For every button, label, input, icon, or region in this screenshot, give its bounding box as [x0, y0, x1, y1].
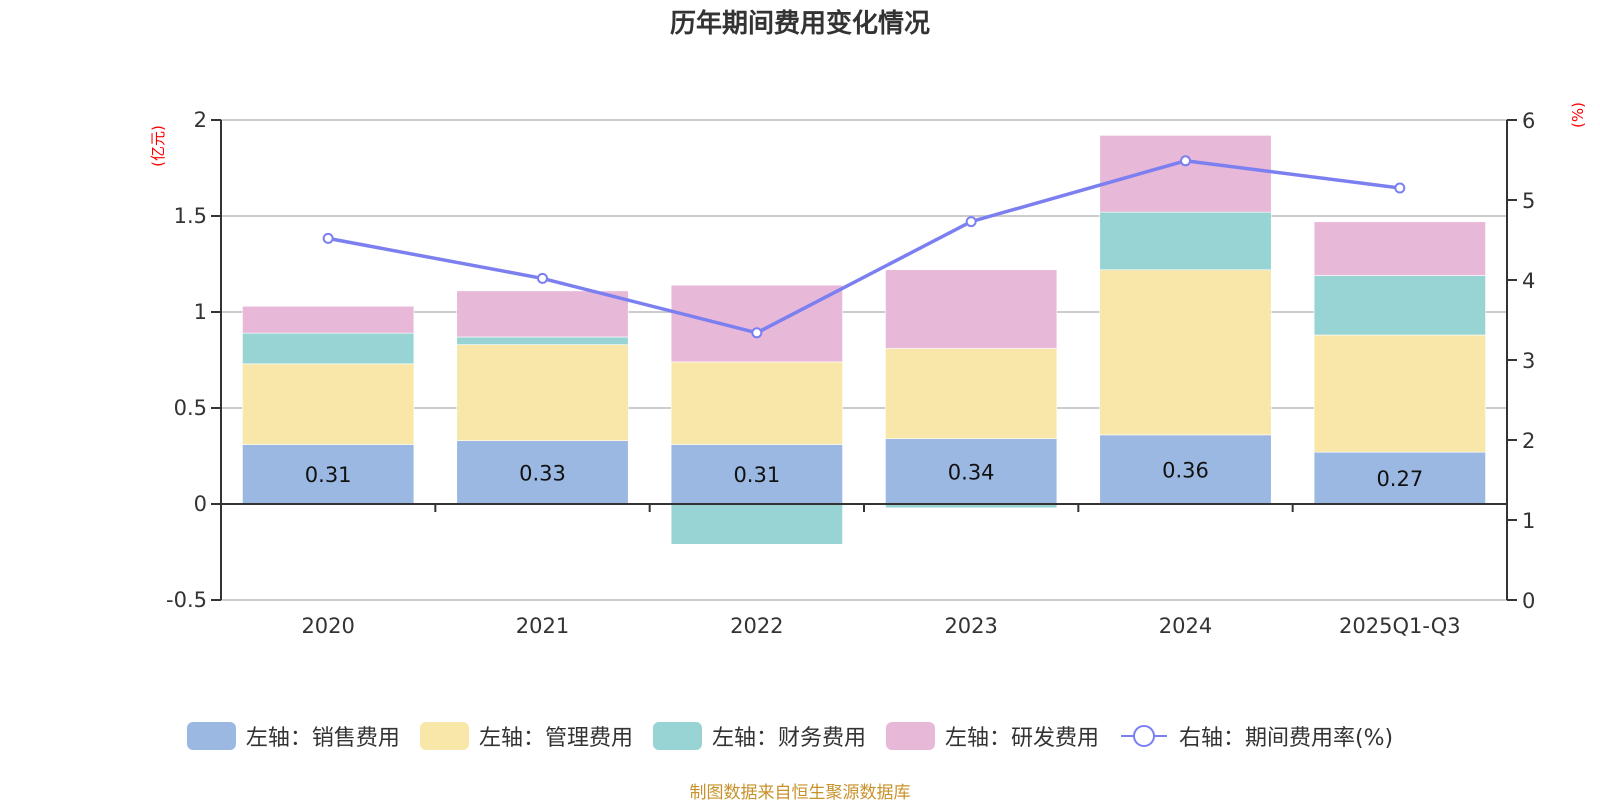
left-axis-tick-label: 1.5 — [174, 204, 207, 228]
bar-segment — [670, 444, 843, 505]
bar-segment — [1313, 221, 1486, 276]
legend-item-expense-rate[interactable]: 右轴：期间费用率(%) — [1119, 720, 1393, 752]
line-point-marker — [751, 327, 763, 339]
legend-label: 左轴：财务费用 — [711, 726, 866, 751]
data-source-footer: 制图数据来自恒生聚源数据库 — [689, 783, 911, 803]
left-axis-tick-label: 1 — [194, 300, 207, 324]
legend-swatch-finance — [652, 722, 702, 750]
gridlines — [221, 119, 1507, 601]
left-axis-tick-label: -0.5 — [166, 588, 207, 612]
x-axis-tick-label: 2022 — [730, 614, 783, 638]
left-axis-tick-label: 0.5 — [174, 396, 207, 420]
right-axis-tick-label: 4 — [1522, 269, 1535, 293]
bar-segment — [456, 336, 629, 345]
bar-segment — [670, 503, 843, 545]
bar-data-label: 0.31 — [733, 463, 780, 487]
line-point-marker — [537, 272, 548, 284]
bar-data-label: 0.34 — [948, 460, 995, 484]
bar-data-label: 0.31 — [305, 463, 352, 487]
bar-data-label: 0.27 — [1376, 467, 1423, 491]
legend-item-rnd[interactable]: 左轴：研发费用 — [885, 720, 1099, 752]
data-labels: 0.31 0.33 0.31 0.34 0.36 0.27 — [305, 458, 1423, 491]
line-point-marker — [322, 232, 334, 244]
bar-series-group — [242, 135, 1486, 545]
bar-segment — [1313, 275, 1486, 336]
x-axis-tick-label: 2021 — [516, 614, 569, 638]
right-axis-tick-label: 3 — [1522, 349, 1535, 373]
bar-segment — [1313, 334, 1486, 453]
line-point-marker — [1394, 182, 1406, 194]
legend-item-finance[interactable]: 左轴：财务费用 — [652, 720, 866, 752]
legend-swatch-rnd — [885, 722, 935, 750]
left-axis-unit-label: (亿元) — [149, 125, 167, 167]
legend-item-sales[interactable]: 左轴：销售费用 — [186, 720, 400, 752]
bar-data-label: 0.36 — [1162, 458, 1209, 482]
bar-segment — [885, 348, 1058, 440]
expense-rate-line — [327, 159, 1401, 335]
right-axis-unit-label: (%) — [1569, 102, 1587, 128]
left-axis-tick-label: 2 — [194, 108, 207, 132]
line-marker-icon — [1120, 725, 1167, 747]
legend-swatch-admin — [419, 722, 469, 750]
bar-segment — [670, 361, 843, 445]
line-series-group — [322, 155, 1406, 339]
right-axis-tick-label: 5 — [1522, 189, 1535, 213]
bar-segment — [242, 305, 415, 334]
legend-swatch-sales — [186, 722, 236, 750]
bar-segment — [1313, 451, 1486, 505]
legend-item-admin[interactable]: 左轴：管理费用 — [419, 720, 633, 752]
x-axis-tick-label: 2023 — [944, 614, 997, 638]
bar-segment — [1099, 135, 1272, 213]
legend-label: 右轴：期间费用率(%) — [1178, 726, 1394, 751]
line-point-marker — [1180, 155, 1191, 167]
right-axis-tick-label: 2 — [1522, 429, 1535, 453]
bar-segment — [670, 284, 843, 363]
legend-label: 左轴：研发费用 — [944, 726, 1099, 751]
right-axis-tick-label: 0 — [1522, 589, 1535, 613]
legend-label: 左轴：管理费用 — [478, 726, 633, 751]
right-axis-tick-label: 6 — [1522, 109, 1535, 133]
right-axis-tick-label: 1 — [1522, 509, 1535, 533]
bar-segment — [242, 332, 415, 365]
bar-segment — [242, 363, 415, 445]
bar-segment — [885, 269, 1058, 349]
x-axis-tick-label: 2025Q1-Q3 — [1339, 614, 1461, 638]
bar-segment — [1099, 211, 1272, 271]
bar-segment — [456, 344, 629, 441]
bar-segment — [456, 290, 629, 338]
bar-data-label: 0.33 — [519, 461, 566, 485]
left-axis-tick-label: 0 — [194, 492, 207, 516]
bar-segment — [1099, 269, 1272, 436]
legend-label: 左轴：销售费用 — [245, 726, 400, 751]
chart-title: 历年期间费用变化情况 — [670, 8, 930, 39]
axes: -0.5 0 0.5 1 1.5 2 0 1 2 3 4 5 6 2020 2021 2022 2023 2024… — [166, 108, 1535, 638]
x-axis-tick-label: 2020 — [301, 614, 354, 638]
bar-segment — [456, 440, 629, 505]
line-point-marker — [965, 216, 977, 228]
legend: 左轴：销售费用 左轴：管理费用 左轴：财务费用 左轴：研发费用 右轴：期间费用率… — [0, 718, 1600, 754]
x-axis-tick-label: 2024 — [1159, 614, 1212, 638]
